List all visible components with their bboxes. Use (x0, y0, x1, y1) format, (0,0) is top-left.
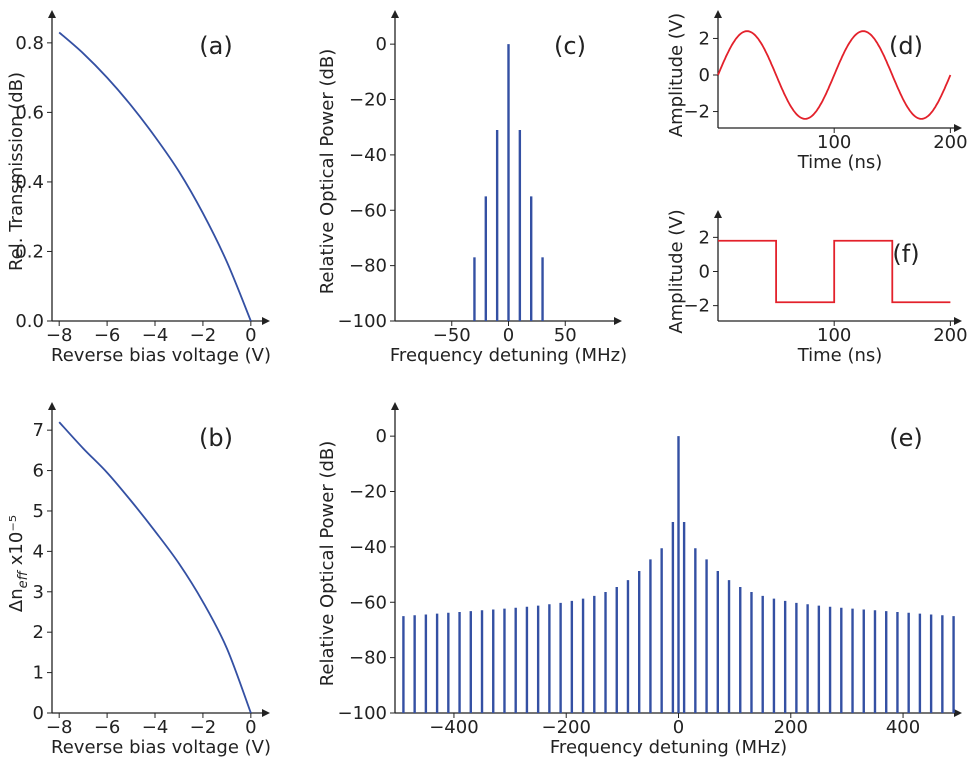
panel-e-chart: −400 −200 0 200 400−100−80−60−40−200 (e)Frequ… (317, 402, 962, 758)
x-tick-label: 200 (933, 132, 967, 153)
x-axis-label: Reverse bias voltage (V) (51, 345, 271, 366)
y-tick-label: 6 (33, 461, 44, 482)
series-line (717, 30, 952, 120)
y-axis-arrow-icon (714, 210, 722, 218)
y-axis-label: Relative Optical Power (dB) (317, 49, 338, 295)
x-tick-label: −50 (433, 325, 471, 346)
x-axis-arrow-icon (954, 124, 962, 132)
panel-label: (d) (889, 32, 923, 60)
y-tick-label: 2 (699, 227, 710, 248)
series-line (58, 421, 252, 714)
y-tick-label: −100 (338, 703, 387, 724)
x-tick-label: 0 (673, 717, 684, 738)
y-tick-label: −40 (349, 145, 387, 166)
y-tick-label: 5 (33, 501, 44, 522)
y-tick-label: 1 (33, 663, 44, 684)
y-tick-label: 0.4 (15, 172, 44, 193)
x-axis-label: Frequency detuning (MHz) (550, 737, 787, 758)
x-axis-arrow-icon (954, 709, 962, 717)
y-tick-label: −80 (349, 256, 387, 277)
y-tick-label: 2 (33, 622, 44, 643)
y-tick-label: −60 (349, 592, 387, 613)
x-tick-label: −6 (94, 325, 121, 346)
x-tick-label: −4 (142, 325, 169, 346)
y-tick-label: 0.8 (15, 33, 44, 54)
y-tick-label: 4 (33, 541, 44, 562)
y-axis-arrow-icon (391, 10, 399, 18)
x-tick-label: −2 (190, 717, 217, 738)
x-tick-label: 400 (886, 717, 920, 738)
y-tick-label: −80 (349, 648, 387, 669)
y-tick-label: −20 (349, 482, 387, 503)
x-tick-label: 200 (774, 717, 808, 738)
panel-label: (c) (554, 32, 586, 60)
y-tick-label: −2 (683, 102, 710, 123)
y-tick-label: −2 (683, 296, 710, 317)
y-tick-label: 0 (699, 262, 710, 283)
x-axis-label: Frequency detuning (MHz) (390, 345, 627, 366)
x-tick-label: 100 (817, 325, 851, 346)
x-tick-label: 200 (933, 325, 967, 346)
panel-a-chart: −8 −6 −4 −2 0 0.0 0.2 0.4 0.6 0.8 (a) Reverse bias … (6, 10, 271, 366)
y-axis-arrow-icon (48, 10, 56, 18)
y-axis-label: Relative Optical Power (dB) (317, 441, 338, 687)
y-axis-label: Rel. Transmission (dB) (6, 72, 27, 271)
panel-b-chart: −8 −6 −4 −2 0 0 1 2 3 4 5 6 7 (b) Reverse bias voltage… (6, 402, 271, 758)
x-axis-arrow-icon (262, 317, 270, 325)
y-axis-arrow-icon (48, 402, 56, 410)
x-tick-label: −4 (142, 717, 169, 738)
x-tick-label: −400 (429, 717, 478, 738)
y-tick-label: −20 (349, 90, 387, 111)
x-tick-label: −200 (541, 717, 590, 738)
y-axis-label: Amplitude (V) (666, 13, 687, 137)
y-tick-label: 7 (33, 420, 44, 441)
panel-label: (f) (892, 240, 919, 268)
y-axis-label: Amplitude (V) (666, 209, 687, 333)
series-line (58, 31, 252, 322)
x-tick-label: 0 (245, 325, 256, 346)
y-tick-label: −40 (349, 537, 387, 558)
x-axis-label: Reverse bias voltage (V) (51, 737, 271, 758)
panel-label: (e) (889, 424, 923, 452)
x-axis-arrow-icon (954, 317, 962, 325)
y-axis-arrow-icon (714, 10, 722, 18)
y-axis-label: Δneff x10⁻⁵ (6, 515, 31, 612)
x-tick-label: −2 (190, 325, 217, 346)
y-tick-label: 0 (376, 426, 387, 447)
x-tick-label: 100 (817, 132, 851, 153)
panel-c-chart: −50 0 50 −100 −80 −60 −40 −20 0 (c) Frequency detu… (317, 10, 627, 366)
x-tick-label: −8 (46, 717, 73, 738)
y-tick-label: 0 (33, 703, 44, 724)
y-tick-label: −100 (338, 311, 387, 332)
x-tick-label: 50 (554, 325, 577, 346)
y-tick-label: 0 (699, 65, 710, 86)
panel-label: (a) (199, 32, 232, 60)
panel-label: (b) (199, 424, 233, 452)
x-tick-label: −6 (94, 717, 121, 738)
panel-d-chart: 100 200 −2 0 2 (d) Time (ns) Amplitude (V) (666, 10, 967, 173)
y-tick-label: 2 (699, 28, 710, 49)
x-tick-label: 0 (245, 717, 256, 738)
y-tick-label: 0.0 (15, 311, 44, 332)
x-axis-arrow-icon (262, 709, 270, 717)
x-axis-arrow-icon (614, 317, 622, 325)
y-tick-label: −60 (349, 200, 387, 221)
x-axis-label: Time (ns) (797, 345, 883, 366)
y-tick-label: 0.6 (15, 102, 44, 123)
y-tick-label: 3 (33, 582, 44, 603)
x-axis-label: Time (ns) (797, 152, 883, 173)
panel-f-chart: 100 200 −2 0 2 (f) Time (ns) Amplitude (V) (666, 209, 967, 366)
series-line (718, 239, 951, 304)
y-axis-arrow-icon (391, 402, 399, 410)
x-tick-label: 0 (503, 325, 514, 346)
x-tick-label: −8 (46, 325, 73, 346)
y-tick-label: 0.2 (15, 241, 44, 262)
y-tick-label: 0 (376, 34, 387, 55)
